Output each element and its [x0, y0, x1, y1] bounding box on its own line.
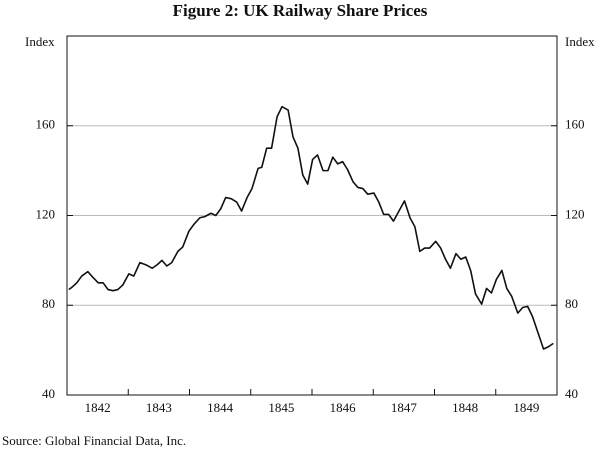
y-tick-label: 120: [36, 206, 56, 221]
source-note: Source: Global Financial Data, Inc.: [2, 433, 186, 448]
x-tick-label: 1846: [330, 400, 357, 415]
chart-title: Figure 2: UK Railway Share Prices: [173, 1, 428, 20]
y-tick-label: 160: [36, 117, 56, 132]
y2-tick-label: 160: [565, 117, 585, 132]
y2-tick-label: 40: [565, 386, 578, 401]
x-tick-label: 1844: [207, 400, 234, 415]
x-tick-label: 1847: [391, 400, 418, 415]
y-tick-label: 40: [42, 386, 55, 401]
x-tick-label: 1845: [268, 400, 294, 415]
x-tick-label: 1848: [452, 400, 478, 415]
y2-tick-label: 80: [565, 296, 578, 311]
y-axis-label: Index: [25, 34, 55, 49]
x-tick-label: 1843: [146, 400, 172, 415]
y-tick-label: 80: [42, 296, 55, 311]
plot-frame: [66, 35, 558, 396]
data-line: [68, 105, 554, 350]
x-tick-label: 1842: [85, 400, 111, 415]
x-tick-label: 1849: [513, 400, 539, 415]
y2-axis-label: Index: [565, 34, 595, 49]
y2-tick-label: 120: [565, 206, 585, 221]
